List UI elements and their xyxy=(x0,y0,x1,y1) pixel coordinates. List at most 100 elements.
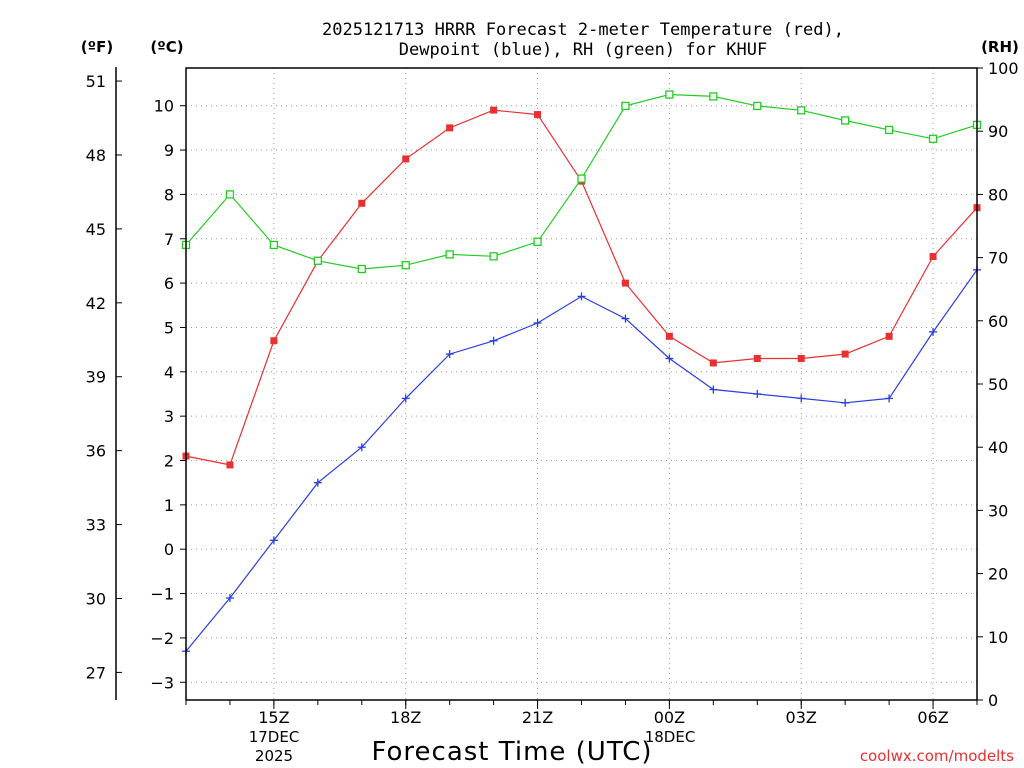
celsius-tick-label: 3 xyxy=(164,407,174,426)
rh-point xyxy=(928,134,938,143)
temperature-point xyxy=(358,199,366,207)
rh-point xyxy=(884,125,894,135)
rh-unit-label: (RH) xyxy=(981,38,1019,56)
temperature-point xyxy=(709,359,717,367)
axes: −3−2−10123456789102730333639424548510102… xyxy=(86,59,1019,727)
fahrenheit-tick-label: 48 xyxy=(86,146,106,165)
dewpoint-point xyxy=(357,443,366,452)
dewpoint-point xyxy=(533,319,542,328)
dewpoint-point xyxy=(841,398,850,407)
rh-point xyxy=(621,101,630,111)
celsius-tick-label: 1 xyxy=(164,496,174,515)
temperature-point xyxy=(490,106,498,114)
celsius-tick-label: −3 xyxy=(150,673,174,692)
chart-title-line1: 2025121713 HRRR Forecast 2-meter Tempera… xyxy=(322,20,844,40)
date-label-17dec: 17DEC xyxy=(249,728,300,746)
rh-point xyxy=(841,116,850,125)
fahrenheit-tick-label: 51 xyxy=(86,72,106,91)
dewpoint-point xyxy=(709,385,718,394)
temperature-point xyxy=(402,155,410,163)
rh-tick-label: 10 xyxy=(988,628,1008,647)
temperature-point xyxy=(534,111,542,119)
fahrenheit-tick-label: 30 xyxy=(86,589,106,608)
dewpoint-point xyxy=(313,478,322,487)
celsius-tick-label: −1 xyxy=(150,585,174,604)
rh-point xyxy=(489,252,498,261)
rh-point xyxy=(357,264,366,274)
dewpoint-point xyxy=(445,350,454,359)
rh-tick-label: 70 xyxy=(988,249,1008,268)
celsius-unit-label: (ºC) xyxy=(150,38,183,56)
rh-tick-label: 0 xyxy=(988,691,998,710)
celsius-tick-label: 6 xyxy=(164,274,174,293)
dewpoint-point xyxy=(225,593,234,602)
rh-tick-label: 50 xyxy=(988,375,1008,394)
x-tick-label: 18Z xyxy=(390,708,421,727)
celsius-tick-label: 9 xyxy=(164,141,174,160)
temperature-point xyxy=(841,350,849,358)
celsius-tick-label: 8 xyxy=(164,185,174,204)
dewpoint-point xyxy=(269,536,278,545)
dewpoint-point xyxy=(489,336,498,345)
x-tick-label: 06Z xyxy=(917,708,948,727)
temperature-point xyxy=(226,461,234,469)
celsius-tick-label: 5 xyxy=(164,318,174,337)
rh-tick-label: 20 xyxy=(988,565,1008,584)
fahrenheit-tick-label: 36 xyxy=(86,442,106,461)
temperature-point xyxy=(270,337,278,345)
rh-point xyxy=(533,237,542,246)
dewpoint-point xyxy=(401,394,410,403)
rh-point xyxy=(225,190,235,199)
temperature-point xyxy=(753,354,761,362)
rh-tick-label: 30 xyxy=(988,501,1008,520)
x-tick-label: 15Z xyxy=(258,708,289,727)
rh-point xyxy=(577,174,586,183)
rh-point xyxy=(445,250,454,259)
rh-point xyxy=(313,256,322,265)
fahrenheit-tick-label: 45 xyxy=(86,220,106,239)
celsius-tick-label: −2 xyxy=(150,629,174,648)
chart-title-line2: Dewpoint (blue), RH (green) for KHUF xyxy=(399,40,767,60)
plot-frame xyxy=(185,67,978,701)
series xyxy=(181,90,982,656)
dewpoint-point xyxy=(665,354,674,363)
dewpoint-point xyxy=(797,394,806,403)
fahrenheit-tick-label: 42 xyxy=(86,294,106,313)
temperature-point xyxy=(621,279,629,287)
temperature-point xyxy=(929,252,937,260)
temperature-point xyxy=(885,332,893,340)
dewpoint-point xyxy=(753,389,762,398)
date-label-18dec: 18DEC xyxy=(645,728,696,746)
rh-tick-label: 100 xyxy=(988,59,1019,78)
watermark: coolwx.com/modelts xyxy=(860,747,1014,765)
x-axis-label: Forecast Time (UTC) xyxy=(371,737,652,767)
celsius-tick-label: 2 xyxy=(164,452,174,471)
celsius-tick-label: 10 xyxy=(154,97,174,116)
fahrenheit-unit-label: (ºF) xyxy=(81,38,113,56)
dewpoint-point xyxy=(621,314,630,323)
rh-point xyxy=(401,261,410,270)
dewpoint-point xyxy=(577,292,586,301)
rh-point xyxy=(709,92,718,101)
fahrenheit-tick-label: 33 xyxy=(86,516,106,535)
celsius-tick-label: 7 xyxy=(164,230,174,249)
date-label-2025: 2025 xyxy=(255,747,293,765)
x-tick-label: 21Z xyxy=(522,708,553,727)
x-tick-label: 00Z xyxy=(654,708,685,727)
celsius-tick-label: 0 xyxy=(164,540,174,559)
rh-point xyxy=(753,101,762,111)
fahrenheit-tick-label: 27 xyxy=(86,663,106,682)
rh-point xyxy=(269,240,279,250)
dewpoint-point xyxy=(929,327,938,336)
temperature-point xyxy=(446,124,454,132)
rh-tick-label: 80 xyxy=(988,185,1008,204)
celsius-tick-label: 4 xyxy=(164,363,174,382)
rh-tick-label: 90 xyxy=(988,122,1008,141)
fahrenheit-tick-label: 39 xyxy=(86,368,106,387)
rh-tick-label: 60 xyxy=(988,312,1008,331)
temperature-point xyxy=(665,332,673,340)
temperature-line xyxy=(185,109,978,466)
dewpoint-point xyxy=(885,394,894,403)
rh-tick-label: 40 xyxy=(988,438,1008,457)
